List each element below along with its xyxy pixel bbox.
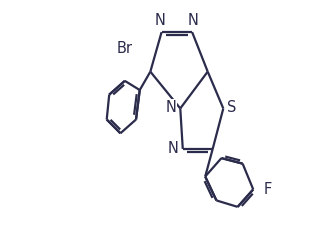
Text: F: F bbox=[264, 182, 272, 197]
Text: N: N bbox=[168, 141, 179, 156]
Text: N: N bbox=[188, 13, 199, 28]
Text: N: N bbox=[165, 100, 176, 115]
Text: S: S bbox=[227, 100, 237, 115]
Text: N: N bbox=[155, 13, 166, 28]
Text: Br: Br bbox=[117, 41, 133, 56]
